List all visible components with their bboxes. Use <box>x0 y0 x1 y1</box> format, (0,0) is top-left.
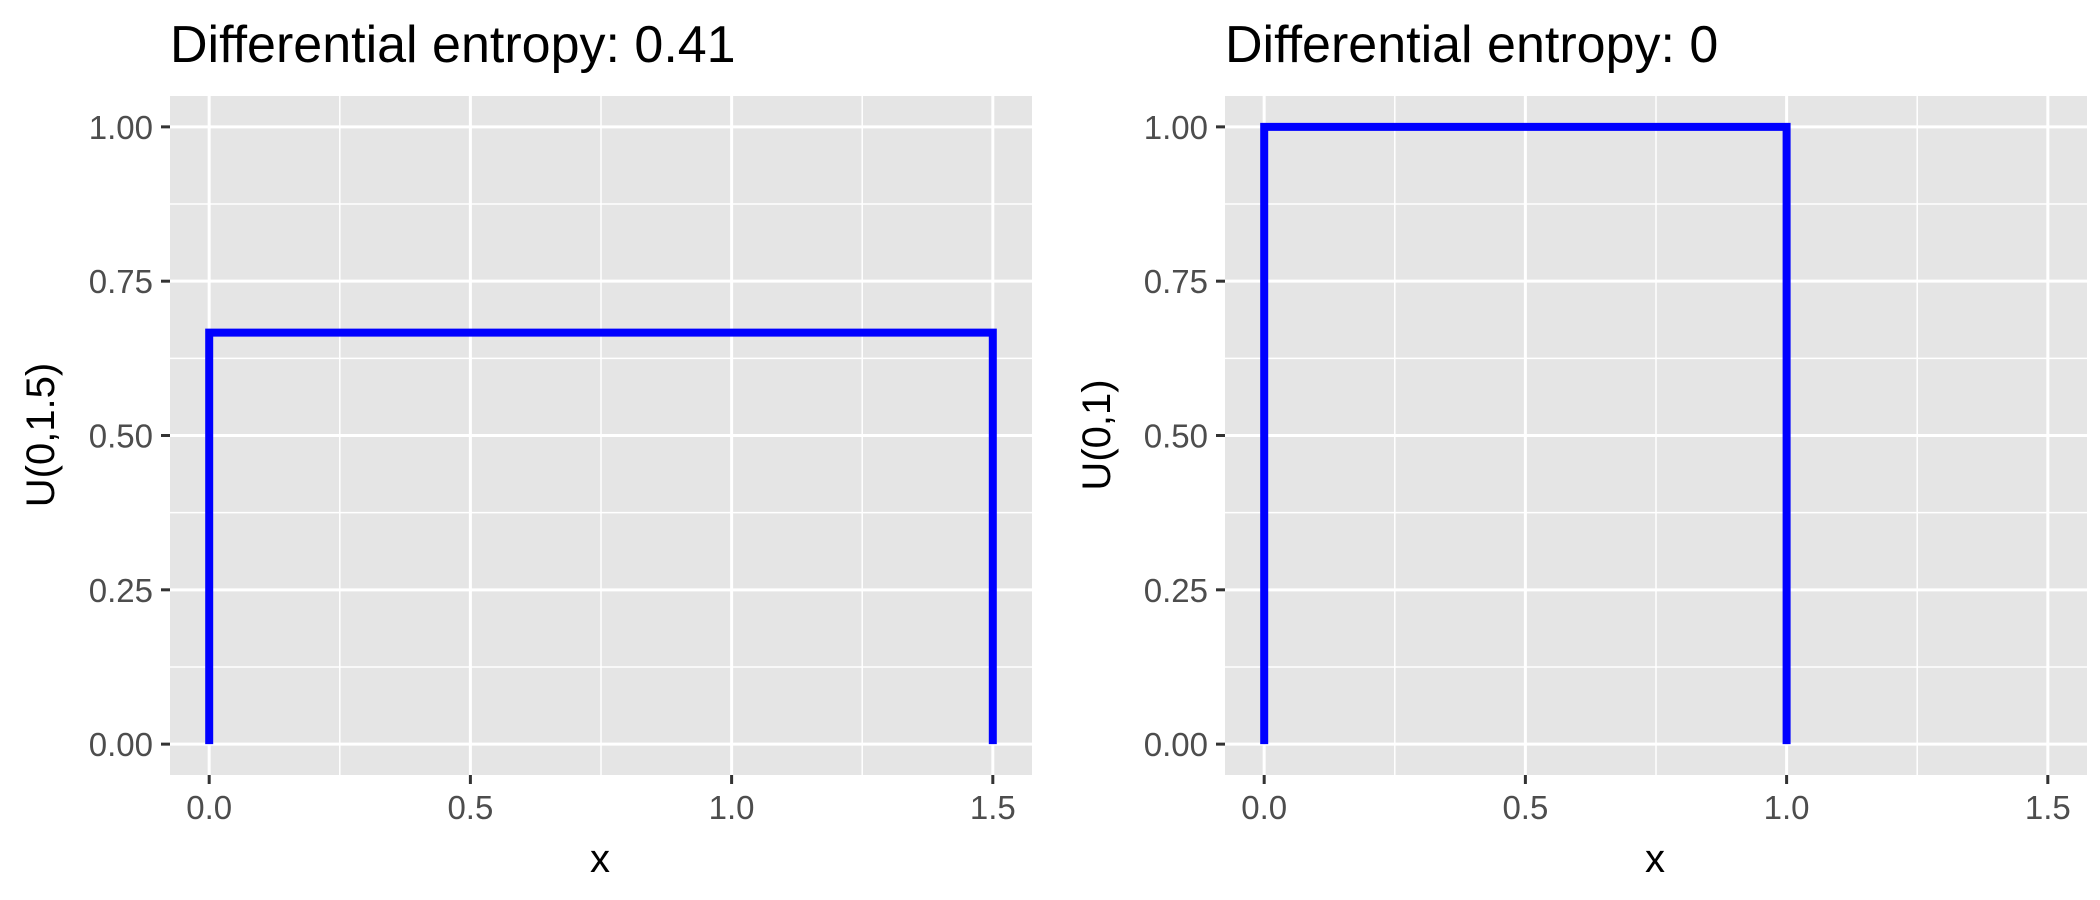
x-axis-title: x <box>1645 837 1665 881</box>
y-tick-label: 0.50 <box>89 418 153 455</box>
y-tick-label: 0.25 <box>89 572 153 609</box>
y-tick-label: 1.00 <box>89 109 153 146</box>
x-tick-label: 1.0 <box>1764 789 1810 826</box>
x-axis-title: x <box>590 837 610 881</box>
y-axis-title: U(0,1) <box>1075 379 1119 490</box>
y-tick-label: 0.75 <box>1144 263 1208 300</box>
x-axis-ticks: 0.0 0.5 1.0 1.5 <box>186 775 1016 826</box>
y-tick-label: 0.75 <box>89 263 153 300</box>
series-line <box>1260 122 1791 745</box>
y-tick-label: 1.00 <box>1144 109 1208 146</box>
panel-uniform-0-1.5: Differential entropy: 0.41 0.0 0.5 1.0 1.5 … <box>19 16 1032 881</box>
y-tick-label: 0.25 <box>1144 572 1208 609</box>
x-tick-label: 0.5 <box>447 789 493 826</box>
x-tick-label: 1.5 <box>970 789 1016 826</box>
x-tick-label: 1.0 <box>709 789 755 826</box>
y-axis-title: U(0,1.5) <box>19 363 63 508</box>
y-axis-ticks: 0.00 0.25 0.50 0.75 1.00 <box>1144 109 1225 763</box>
y-tick-label: 0.50 <box>1144 418 1208 455</box>
panel-title: Differential entropy: 0.41 <box>170 16 736 74</box>
x-tick-label: 1.5 <box>2025 789 2071 826</box>
panel-title: Differential entropy: 0 <box>1225 16 1718 74</box>
series-line <box>205 328 997 745</box>
y-tick-label: 0.00 <box>89 726 153 763</box>
x-axis-ticks: 0.0 0.5 1.0 1.5 <box>1241 775 2071 826</box>
series-lines <box>1260 122 1791 745</box>
series-lines <box>205 328 997 745</box>
y-tick-label: 0.00 <box>1144 726 1208 763</box>
y-axis-ticks: 0.00 0.25 0.50 0.75 1.00 <box>89 109 170 763</box>
x-tick-label: 0.5 <box>1502 789 1548 826</box>
x-tick-label: 0.0 <box>186 789 232 826</box>
x-tick-label: 0.0 <box>1241 789 1287 826</box>
panel-uniform-0-1: Differential entropy: 0 0.0 0.5 1.0 1.5 0.0… <box>1075 16 2087 881</box>
